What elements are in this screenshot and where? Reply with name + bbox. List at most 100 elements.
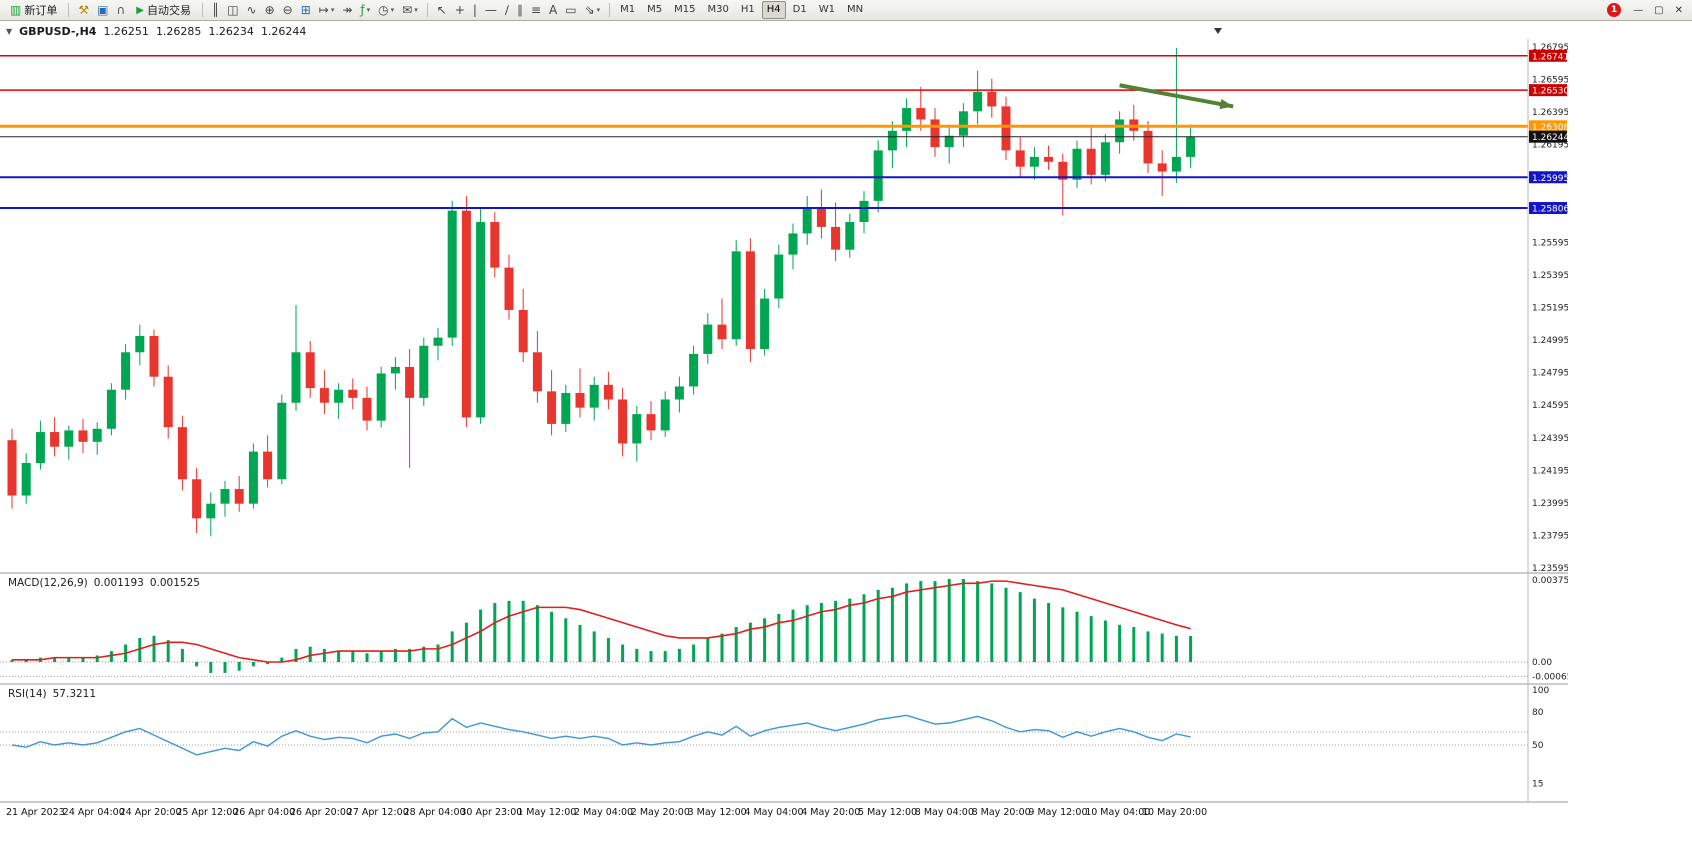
chart-window: 1.267951.265951.263951.261951.259951.257…	[0, 21, 1692, 854]
trend-arrow[interactable]	[1119, 83, 1234, 110]
svg-text:9 May 12:00: 9 May 12:00	[1028, 807, 1087, 818]
fibonacci-button[interactable]: ≡	[527, 1, 545, 20]
periods-button[interactable]: ◷ ▾	[374, 1, 398, 20]
svg-text:15: 15	[1532, 780, 1543, 790]
auto-scroll-button[interactable]: ↠	[338, 1, 356, 20]
svg-text:1.23795: 1.23795	[1532, 531, 1568, 541]
timeframe-m30[interactable]: M30	[703, 1, 734, 19]
indicators-button[interactable]: ƒ ▾	[356, 1, 374, 20]
print-button[interactable]: ▣	[93, 1, 112, 20]
caret-down-icon: ▾	[414, 5, 418, 14]
svg-text:1.25995: 1.25995	[1532, 174, 1568, 184]
svg-text:24 Apr 20:00: 24 Apr 20:00	[120, 807, 182, 818]
zoom-in-button[interactable]: ⊕	[261, 1, 279, 20]
caret-down-icon: ▾	[366, 5, 371, 14]
candlestick-series	[7, 47, 1196, 537]
collapse-icon[interactable]: ▼	[6, 27, 13, 36]
cursor-icon: ↖	[436, 2, 447, 17]
timeframe-m1[interactable]: M1	[615, 1, 640, 19]
svg-text:1.26195: 1.26195	[1532, 141, 1568, 151]
channel-button[interactable]: ∥	[513, 1, 527, 20]
rsi-panel: 100 80 50 15	[0, 686, 1549, 790]
caret-down-icon: ▾	[330, 5, 335, 14]
new-order-label: 新订单	[24, 4, 58, 17]
hammer-button[interactable]: ⚒	[74, 1, 93, 20]
svg-text:2 May 20:00: 2 May 20:00	[631, 807, 690, 818]
tile-windows-button[interactable]: ⊞	[297, 1, 315, 20]
channel-icon: ∥	[516, 2, 523, 17]
templates-button[interactable]: ✉ ▾	[398, 1, 422, 20]
candlestick-icon: ◫	[227, 2, 239, 17]
toolbar: ▥ 新订单 ⚒ ▣ ∩ ▶ 自动交易 ║ ◫ ∿ ⊕ ⊖ ⊞ ↦ ▾ ↠ ƒ ▾ ◷ ▾ ✉ ▾ ↖ + | — ∕ ∥ ≡…	[0, 0, 1692, 21]
chart-shift-icon: ↦	[318, 2, 329, 17]
auto-trading-button[interactable]: ▶ 自动交易	[130, 0, 197, 20]
line-chart-button[interactable]: ∿	[243, 1, 261, 20]
print-icon: ▣	[97, 2, 109, 17]
svg-text:1.26244: 1.26244	[1532, 133, 1568, 143]
timeframe-mn[interactable]: MN	[842, 1, 868, 19]
svg-text:-0.000656: -0.000656	[1532, 672, 1568, 682]
indicators-icon: ƒ	[360, 2, 365, 17]
timeframe-m5[interactable]: M5	[642, 1, 667, 19]
text-button[interactable]: A	[545, 1, 561, 20]
svg-text:1.25595: 1.25595	[1532, 238, 1568, 248]
bar-chart-button[interactable]: ║	[208, 1, 223, 20]
arrows-button[interactable]: ⇘ ▾	[581, 1, 605, 20]
svg-text:25 Apr 12:00: 25 Apr 12:00	[176, 807, 238, 818]
price-axis[interactable]: 1.267951.265951.263951.261951.259951.257…	[1529, 43, 1568, 574]
svg-text:1.26741: 1.26741	[1532, 52, 1568, 62]
vertical-line-button[interactable]: |	[469, 1, 481, 20]
macd-signal-value: 0.001525	[149, 577, 200, 589]
new-order-button[interactable]: ▥ 新订单	[4, 0, 63, 20]
svg-text:4 May 20:00: 4 May 20:00	[801, 807, 860, 818]
line-chart-icon: ∿	[246, 2, 257, 17]
candlestick-button[interactable]: ◫	[223, 1, 242, 20]
fibonacci-icon: ≡	[530, 2, 542, 17]
svg-text:1.24595: 1.24595	[1532, 401, 1568, 411]
zoom-in-icon: ⊕	[264, 2, 275, 17]
crosshair-button[interactable]: +	[451, 1, 469, 20]
bar-chart-icon: ║	[211, 2, 220, 17]
label-button[interactable]: ▭	[561, 1, 580, 20]
hammer-icon: ⚒	[78, 2, 90, 17]
svg-text:8 May 04:00: 8 May 04:00	[915, 807, 974, 818]
svg-text:21 Apr 2023: 21 Apr 2023	[6, 807, 65, 818]
rsi-value: 57.3211	[52, 688, 97, 700]
close-button[interactable]: ✕	[1674, 4, 1683, 16]
svg-text:3 May 12:00: 3 May 12:00	[688, 807, 747, 818]
maximize-button[interactable]: ▢	[1654, 4, 1664, 16]
svg-text:8 May 20:00: 8 May 20:00	[972, 807, 1031, 818]
rsi-name: RSI(14)	[8, 688, 47, 700]
toolbar-separator	[68, 3, 70, 17]
timeframe-w1[interactable]: W1	[814, 1, 840, 19]
svg-text:1.26308: 1.26308	[1532, 123, 1568, 133]
trendline-button[interactable]: ∕	[501, 1, 513, 20]
horizontal-line-button[interactable]: —	[481, 1, 501, 20]
timeframe-d1[interactable]: D1	[788, 1, 812, 19]
notification-badge[interactable]: 1	[1607, 3, 1622, 17]
svg-text:1.26530: 1.26530	[1532, 87, 1568, 97]
svg-text:1.23595: 1.23595	[1532, 564, 1568, 574]
svg-text:24 Apr 04:00: 24 Apr 04:00	[63, 807, 125, 818]
chart-title: GBPUSD-,H4	[19, 25, 97, 38]
svg-text:30 Apr 23:00: 30 Apr 23:00	[460, 807, 522, 818]
svg-text:1.24795: 1.24795	[1532, 369, 1568, 379]
cursor-button[interactable]: ↖	[433, 1, 451, 20]
minimize-button[interactable]: —	[1633, 4, 1644, 16]
scroll-shift-marker	[1214, 28, 1222, 34]
timeframe-h4[interactable]: H4	[761, 1, 786, 19]
chart-canvas[interactable]: 1.267951.265951.263951.261951.259951.257…	[0, 21, 1568, 854]
svg-text:10 May 20:00: 10 May 20:00	[1142, 807, 1207, 818]
zoom-out-button[interactable]: ⊖	[279, 1, 297, 20]
zoom-out-icon: ⊖	[282, 2, 293, 17]
templates-icon: ✉	[402, 2, 413, 17]
chart-shift-button[interactable]: ↦ ▾	[315, 1, 339, 20]
quick-icons-group: ⚒ ▣ ∩	[74, 1, 129, 20]
svg-text:26 Apr 20:00: 26 Apr 20:00	[290, 807, 352, 818]
timeframe-m15[interactable]: M15	[669, 1, 700, 19]
headset-button[interactable]: ∩	[112, 1, 129, 20]
timeframe-group: M1 M5 M15 M30 H1 H4 D1 W1 MN	[615, 1, 868, 19]
auto-scroll-icon: ↠	[342, 2, 353, 17]
timeframe-h1[interactable]: H1	[736, 1, 760, 19]
